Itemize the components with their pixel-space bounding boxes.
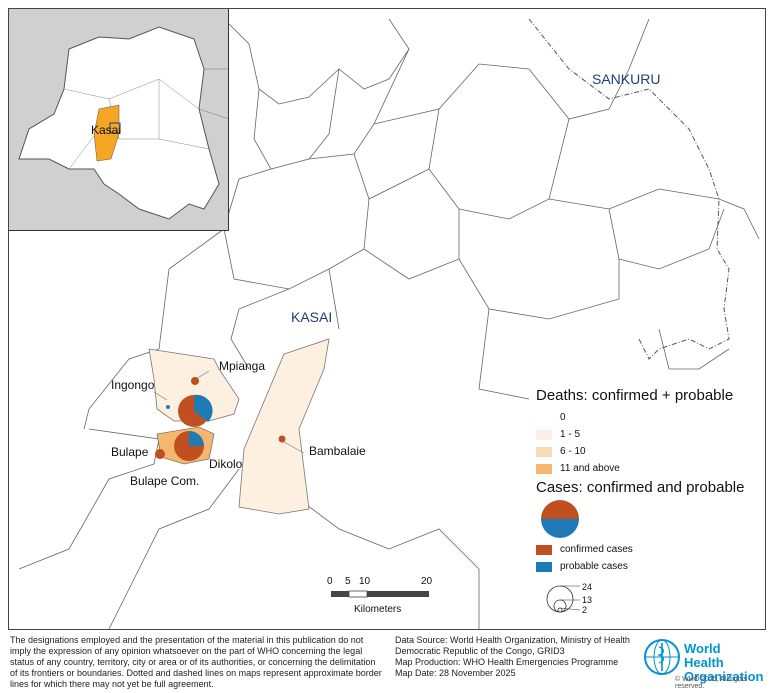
confirmed-swatch xyxy=(536,544,552,555)
label-ingongo: Ingongo xyxy=(111,378,155,392)
deaths-swatch-0 xyxy=(536,412,552,423)
label-bulape-com: Bulape Com. xyxy=(130,474,200,488)
size-label-2: 2 xyxy=(582,605,587,615)
label-mpianga: Mpianga xyxy=(219,359,266,373)
cases-pie-symbol xyxy=(541,500,579,538)
inset-map: Kasai xyxy=(9,9,229,231)
who-emblem-icon xyxy=(644,639,680,675)
copyright: © WHO 2025, All rights reserved. xyxy=(675,676,748,690)
scale-tick-10: 10 xyxy=(359,576,371,587)
case-type-probable: probable cases xyxy=(536,558,761,575)
scale-tick-20: 20 xyxy=(421,576,433,587)
label-bambalaie: Bambalaie xyxy=(309,444,366,458)
deaths-swatch-3 xyxy=(536,463,552,474)
who-name: World Health Organization xyxy=(684,641,764,684)
cases-legend-title: Cases: confirmed and probable xyxy=(536,479,745,496)
deaths-legend-title: Deaths: confirmed + probable xyxy=(536,387,734,404)
map-frame: 0 5 10 20 Kilometers SANKURU KASAI Mpian… xyxy=(8,8,766,630)
deaths-class-0: 0 xyxy=(536,409,761,426)
who-logo: World Health Organization xyxy=(640,637,764,685)
deaths-swatch-2 xyxy=(536,446,552,457)
probable-swatch xyxy=(536,561,552,572)
main-map[interactable]: 0 5 10 20 Kilometers xyxy=(9,9,766,630)
label-kasai: KASAI xyxy=(291,309,333,325)
label-sankuru: SANKURU xyxy=(592,71,661,87)
scale-unit: Kilometers xyxy=(354,604,401,615)
label-bulape: Bulape xyxy=(111,445,149,459)
case-type-confirmed: confirmed cases xyxy=(536,541,761,558)
deaths-swatch-1 xyxy=(536,429,552,440)
inset-label-kasai: Kasai xyxy=(91,123,122,137)
deaths-class-1: 1 - 5 xyxy=(536,426,761,443)
deaths-class-3: 11 and above xyxy=(536,460,761,477)
disclaimer: The designations employed and the presen… xyxy=(10,635,382,689)
label-dikolo: Dikolo xyxy=(209,457,243,471)
inset-drc-svg xyxy=(18,26,228,220)
scale-tick-5: 5 xyxy=(345,576,351,587)
size-label-24: 24 xyxy=(582,582,592,592)
size-label-13: 13 xyxy=(582,595,592,605)
deaths-class-2: 6 - 10 xyxy=(536,443,761,460)
size-legend: 24 13 2 xyxy=(546,582,592,615)
scale-tick-0: 0 xyxy=(327,576,333,587)
legend: Deaths: confirmed + probable 0 1 - 5 6 -… xyxy=(536,387,761,615)
data-source: Data Source: World Health Organization, … xyxy=(395,635,630,678)
